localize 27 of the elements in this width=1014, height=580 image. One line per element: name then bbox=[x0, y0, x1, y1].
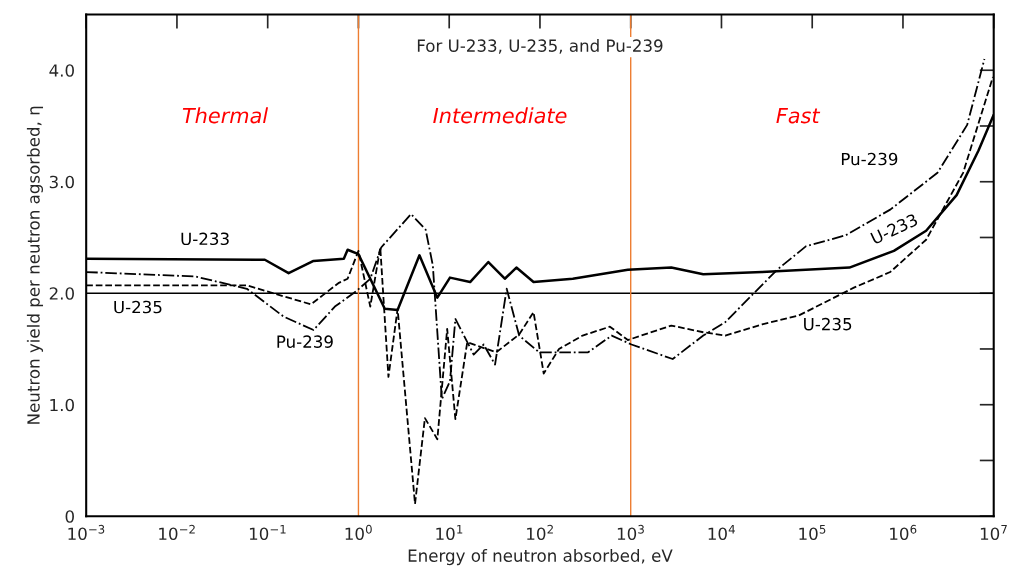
annotation: Intermediate bbox=[433, 107, 567, 124]
y-tick-label: 3.0 bbox=[49, 175, 74, 189]
x-axis-title: Energy of neutron absorbed, eV bbox=[408, 549, 673, 566]
x-tick-label: 10$^{2}$ bbox=[527, 524, 553, 541]
y-axis-title: Neutron yield per neutron agsorbed, η bbox=[26, 106, 44, 424]
x-tick-label: 10$^{0}$ bbox=[345, 524, 372, 541]
x-tick-label: 10$^{5}$ bbox=[799, 524, 826, 541]
annotation: U-233 bbox=[181, 232, 229, 246]
annotation: Thermal bbox=[182, 107, 269, 124]
x-tick-label: 10$^{6}$ bbox=[890, 524, 917, 541]
y-tick-label: 4.0 bbox=[49, 64, 74, 77]
x-tick-label: 10$^{7}$ bbox=[980, 524, 1007, 541]
x-tick-label: 10$^{−2}$ bbox=[159, 524, 195, 541]
x-tick-label: 10$^{4}$ bbox=[708, 524, 735, 541]
annotation: U-235 bbox=[804, 317, 852, 331]
annotation: U-235 bbox=[114, 300, 162, 314]
y-tick-label: 1.0 bbox=[50, 398, 74, 412]
text: For U-233, U-235, and Pu-239 bbox=[417, 39, 663, 54]
y-tick-label: 0 bbox=[65, 510, 74, 523]
x-tick-label: 10$^{−3}$ bbox=[68, 524, 105, 541]
annotation: Fast bbox=[776, 107, 821, 124]
y-tick-label: 2.0 bbox=[49, 287, 74, 300]
x-tick-label: 10$^{3}$ bbox=[617, 524, 644, 541]
annotation: Pu-239 bbox=[277, 335, 333, 348]
x-tick-label: 10$^{−1}$ bbox=[249, 524, 286, 541]
x-tick-label: 10$^{1}$ bbox=[436, 524, 463, 541]
annotation: Pu-239 bbox=[841, 152, 898, 166]
